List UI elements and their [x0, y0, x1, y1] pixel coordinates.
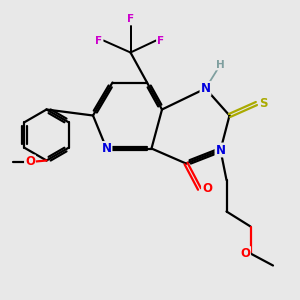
Text: N: N — [101, 142, 112, 155]
Text: O: O — [240, 247, 250, 260]
Text: N: N — [215, 143, 226, 157]
Text: H: H — [216, 59, 225, 70]
Text: O: O — [25, 155, 35, 169]
Text: F: F — [127, 14, 134, 25]
Text: O: O — [202, 182, 212, 196]
Text: F: F — [157, 35, 164, 46]
Text: F: F — [95, 35, 103, 46]
Text: N: N — [200, 82, 211, 95]
Text: S: S — [259, 97, 267, 110]
